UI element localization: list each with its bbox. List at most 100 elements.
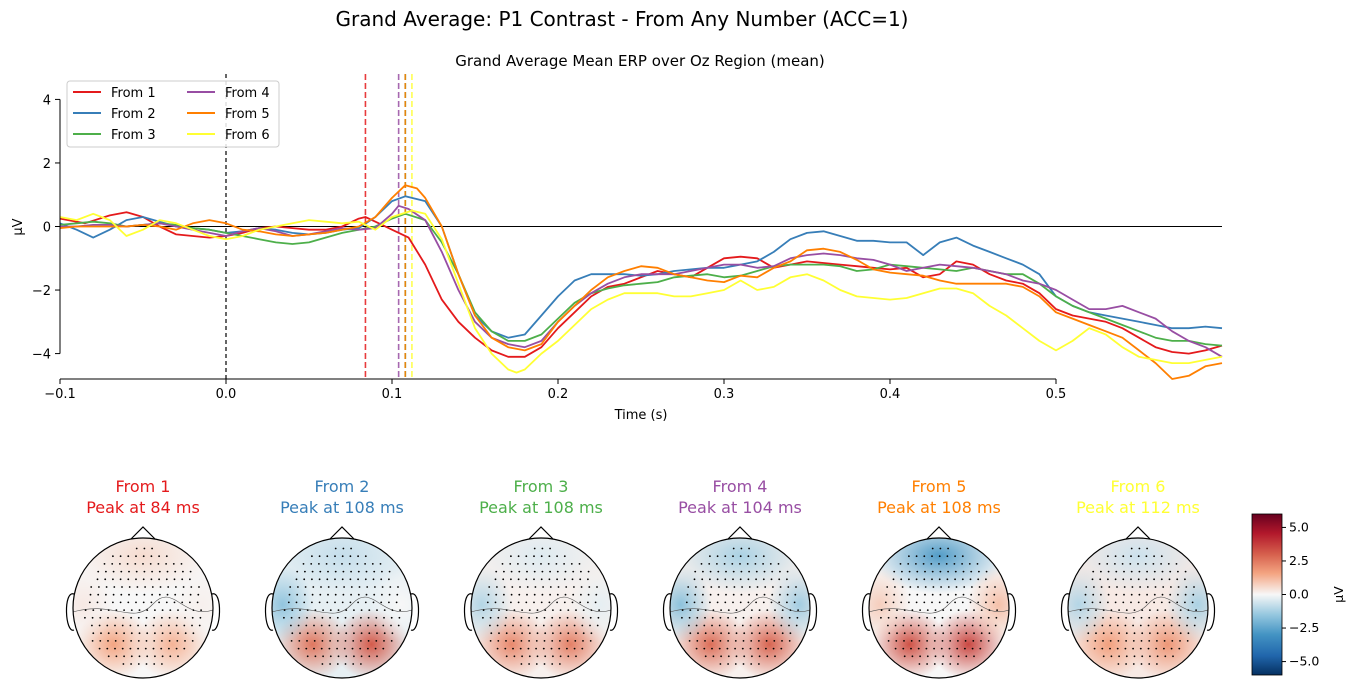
electrode-dot	[368, 609, 371, 611]
electrode-dot	[143, 570, 146, 573]
electrode-dot	[146, 655, 149, 658]
electrode-dot	[1094, 616, 1097, 619]
electrode-dot	[901, 593, 903, 596]
electrode-dot	[916, 570, 919, 573]
electrode-dot	[757, 647, 760, 650]
electrode-dot	[368, 632, 371, 635]
electrode-dot	[571, 601, 574, 604]
electrode-dot	[342, 570, 345, 573]
electrode-dot	[711, 624, 713, 627]
electrode-dot	[318, 563, 320, 565]
electrode-dot	[888, 609, 891, 611]
electrode-dot	[138, 609, 141, 611]
electrode-dot	[97, 570, 100, 573]
electrode-dot	[896, 609, 898, 611]
electrode-dot	[1176, 601, 1179, 604]
electrode-dot	[581, 647, 584, 650]
electrode-dot	[120, 593, 123, 596]
field-blob	[471, 566, 513, 643]
electrode-dot	[152, 624, 155, 627]
electrode-dot	[704, 609, 707, 611]
electrode-dot	[349, 601, 352, 604]
electrode-dot	[540, 578, 543, 581]
electrode-dot	[320, 624, 323, 627]
electrode-dot	[552, 632, 554, 635]
electrode-dot	[969, 601, 972, 604]
electrode-dot	[329, 655, 332, 658]
electrode-dot	[313, 624, 315, 627]
electrode-dot	[1154, 586, 1157, 588]
electrode-dot	[137, 616, 140, 619]
electrode-dot	[541, 593, 544, 596]
electrode-dot	[105, 570, 107, 573]
electrode-dot	[152, 647, 155, 650]
electrode-dot	[98, 586, 100, 588]
electrode-dot	[550, 647, 553, 650]
electrode-dot	[544, 655, 547, 658]
electrode-dot	[114, 624, 116, 627]
electrode-dot	[1130, 570, 1133, 573]
electrode-dot	[1130, 578, 1132, 581]
electrode-dot	[908, 578, 910, 581]
electrode-dot	[994, 624, 997, 627]
electrode-dot	[190, 586, 193, 588]
electrode-dot	[942, 609, 945, 611]
electrode-dot	[526, 570, 528, 573]
electrode-dot	[1160, 578, 1163, 581]
field-blob	[1068, 566, 1110, 643]
electrode-dot	[923, 601, 926, 604]
electrode-dot	[931, 555, 933, 558]
field-blob	[73, 566, 115, 643]
electrode-dot	[191, 640, 194, 642]
electrode-dot	[685, 601, 688, 604]
electrode-dot	[579, 601, 582, 604]
electrode-dot	[596, 624, 599, 627]
electrode-dot	[1179, 616, 1181, 619]
electrode-dot	[375, 640, 378, 642]
electrode-dot	[719, 616, 722, 619]
electrode-dot	[496, 624, 499, 627]
electrode-dot	[498, 609, 500, 611]
electrode-dot	[313, 616, 316, 619]
electrode-dot	[137, 647, 140, 650]
electrode-dot	[758, 632, 761, 635]
electrode-dot	[559, 640, 561, 642]
electrode-dot	[115, 609, 118, 611]
electrode-dot	[166, 593, 169, 596]
electrode-dot	[704, 616, 706, 619]
electrode-dot	[510, 578, 512, 581]
electrode-dot	[161, 616, 163, 619]
electrode-dot	[291, 632, 294, 635]
y-tick-label: 0	[43, 221, 51, 236]
electrode-dot	[548, 555, 551, 558]
electrode-dot	[572, 570, 575, 573]
topomap-field	[272, 538, 412, 678]
electrode-dot	[750, 616, 753, 619]
electrode-dot	[336, 640, 339, 642]
electrode-dot	[1102, 655, 1105, 658]
electrode-dot	[957, 663, 959, 665]
electrode-dot	[992, 601, 995, 604]
electrode-dot	[725, 593, 727, 596]
electrode-dot	[1145, 555, 1148, 558]
electrode-dot	[380, 578, 383, 581]
electrode-dot	[748, 586, 751, 588]
electrode-dot	[112, 601, 114, 604]
electrode-dot	[1177, 586, 1180, 588]
electrode-dot	[977, 601, 980, 604]
electrode-dot	[748, 570, 750, 573]
electrode-dot	[1171, 616, 1174, 619]
electrode-dot	[372, 601, 375, 604]
electrode-dot	[1094, 640, 1097, 642]
electrode-dot	[781, 609, 784, 611]
electrode-dot	[923, 555, 926, 558]
electrode-dot	[1118, 609, 1120, 611]
electrode-dot	[964, 624, 966, 627]
electrode-dot	[718, 624, 721, 627]
electrode-dot	[734, 616, 737, 619]
electrode-dot	[367, 624, 369, 627]
electrode-dot	[336, 647, 338, 650]
legend-label-6: From 6	[225, 128, 270, 143]
electrode-dot	[938, 555, 941, 558]
